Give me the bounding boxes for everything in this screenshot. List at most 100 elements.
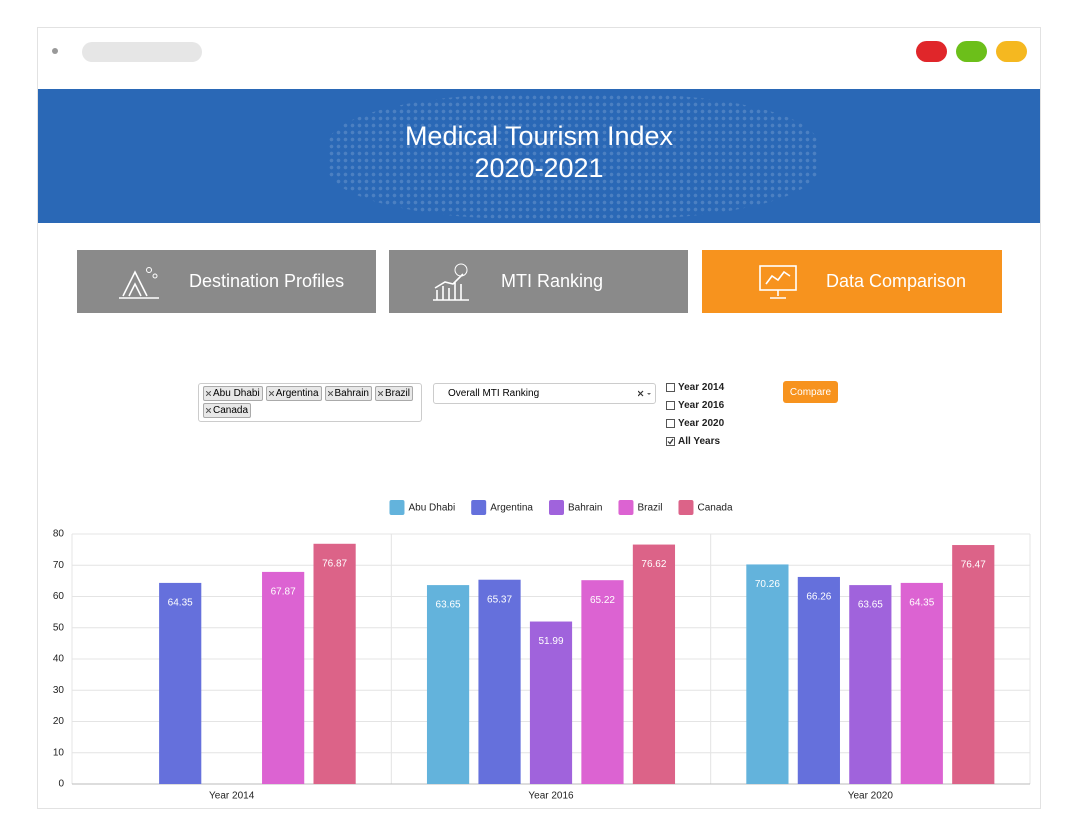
y-tick-label: 70	[53, 560, 65, 571]
remove-icon[interactable]	[206, 391, 211, 396]
bar	[849, 585, 892, 784]
country-tag[interactable]: Brazil	[374, 386, 413, 401]
value-label: 64.35	[168, 598, 193, 609]
bar	[746, 564, 789, 784]
remove-icon[interactable]	[206, 408, 211, 413]
x-tick-label: Year 2020	[848, 791, 894, 802]
legend-label: Argentina	[490, 503, 533, 514]
bar	[529, 621, 573, 784]
window-button[interactable]	[996, 41, 1027, 62]
remove-icon[interactable]	[327, 391, 333, 396]
tag-label: Canada	[213, 405, 249, 416]
nav-button[interactable]: MTI Ranking	[389, 250, 688, 313]
header-title: Medical Tourism Index	[404, 121, 674, 151]
value-label: 76.87	[322, 558, 347, 569]
checkbox-label: Year 2016	[678, 400, 725, 411]
bar	[426, 585, 470, 784]
value-label: 63.65	[858, 600, 883, 611]
nav-button[interactable]: Data Comparison	[702, 250, 1002, 313]
value-label: 67.87	[271, 587, 296, 598]
year-option[interactable]: All Years	[666, 436, 720, 447]
legend-label: Abu Dhabi	[408, 503, 455, 514]
year-option[interactable]: Year 2020	[666, 418, 724, 429]
nav-label: Data Comparison	[826, 271, 967, 291]
legend: Abu Dhabi Argentina Bahrain Brazil Canada	[389, 500, 733, 515]
checkbox[interactable]	[666, 419, 675, 428]
y-tick-label: 0	[58, 779, 64, 790]
bar	[797, 576, 840, 784]
icon	[759, 264, 797, 299]
nav-label: Destination Profiles	[189, 271, 345, 291]
checkbox[interactable]	[666, 383, 675, 392]
y-tick-label: 20	[53, 716, 65, 727]
legend-swatch	[471, 500, 487, 515]
y-tick-label: 10	[53, 747, 65, 758]
remove-icon[interactable]	[268, 391, 274, 396]
select-controls	[638, 390, 651, 397]
nav-label: MTI Ranking	[501, 271, 604, 291]
value-label: 65.22	[590, 595, 615, 606]
checkbox[interactable]	[666, 437, 675, 446]
bar	[581, 580, 624, 784]
bar	[952, 545, 995, 784]
y-tick-label: 40	[53, 654, 65, 665]
legend-label: Brazil	[637, 503, 662, 514]
country-tag[interactable]: Canada	[203, 403, 252, 418]
year-option[interactable]: Year 2016	[666, 400, 724, 411]
year-option[interactable]: Year 2014	[666, 382, 724, 393]
legend-label: Bahrain	[568, 503, 602, 514]
metric-select[interactable]: Overall MTI Ranking	[433, 383, 656, 404]
x-tick-label: Year 2016	[528, 791, 574, 802]
y-tick-label: 50	[53, 622, 65, 633]
value-label: 63.65	[436, 600, 461, 611]
value-label: 66.26	[806, 592, 831, 603]
icon	[433, 263, 469, 301]
country-tag[interactable]: Bahrain	[324, 386, 372, 401]
legend-swatch	[618, 500, 634, 515]
tag-label: Abu Dhabi	[213, 388, 260, 399]
legend-label: Canada	[697, 503, 732, 514]
legend-swatch	[389, 500, 405, 515]
value-label: 70.26	[755, 579, 780, 590]
header: Medical Tourism Index 2020-2021	[38, 89, 1040, 223]
checkbox-label: Year 2014	[678, 382, 725, 393]
country-multiselect[interactable]: Abu Dhabi Argentina Bahrain Brazil Canada	[198, 383, 422, 422]
tag-label: Argentina	[275, 388, 319, 399]
tag-label: Brazil	[384, 388, 410, 399]
compare-button[interactable]: Compare	[783, 381, 838, 403]
bar	[900, 582, 943, 784]
bar	[478, 579, 521, 784]
bar	[632, 544, 676, 784]
legend-swatch	[678, 500, 694, 515]
country-tag[interactable]: Argentina	[265, 386, 322, 401]
value-label: 64.35	[909, 598, 934, 609]
remove-icon[interactable]	[377, 391, 383, 396]
button-label: Compare	[789, 386, 832, 398]
checkbox-label: Year 2020	[678, 418, 725, 429]
bar	[262, 571, 305, 784]
legend-swatch	[549, 500, 564, 515]
icon	[119, 266, 159, 299]
checkbox[interactable]	[666, 401, 675, 410]
nav-button[interactable]: Destination Profiles	[77, 250, 376, 313]
y-tick-label: 60	[53, 591, 65, 602]
value-label: 76.62	[641, 559, 666, 570]
window-button[interactable]	[916, 41, 947, 62]
tag-label: Bahrain	[334, 388, 369, 399]
y-tick-label: 80	[53, 529, 65, 540]
value-label: 51.99	[538, 636, 563, 647]
browser-frame	[37, 27, 1041, 809]
country-tag[interactable]: Abu Dhabi	[203, 386, 263, 401]
x-tick-label: Year 2014	[209, 791, 255, 802]
bar	[313, 543, 356, 784]
address-bar	[82, 42, 202, 62]
bar	[159, 582, 202, 784]
dot	[52, 48, 58, 54]
select-value: Overall MTI Ranking	[448, 388, 540, 399]
map-pattern	[328, 94, 818, 219]
value-label: 76.47	[961, 560, 986, 571]
value-label: 65.37	[487, 594, 512, 605]
window-button[interactable]	[956, 41, 987, 62]
header-title: 2020-2021	[474, 153, 604, 183]
